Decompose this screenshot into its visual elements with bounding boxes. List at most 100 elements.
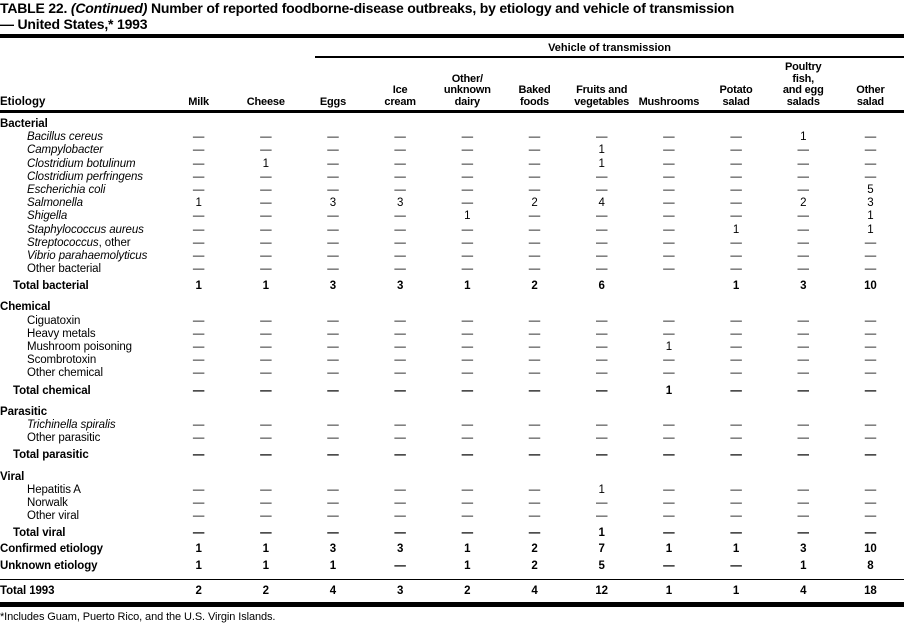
value-cell: — xyxy=(730,418,742,431)
value-cell: — xyxy=(192,249,205,262)
value-cell: — xyxy=(663,367,675,380)
value-cell: — xyxy=(663,170,675,183)
value-cell: — xyxy=(327,449,339,462)
value-cell: — xyxy=(394,249,406,262)
value-cell: 4 xyxy=(329,584,337,597)
value-cell: — xyxy=(663,510,675,523)
value-cell: 1 xyxy=(195,543,202,556)
value-cell: — xyxy=(327,496,339,509)
header-cheese: Cheese xyxy=(246,95,285,108)
value-cell xyxy=(635,280,702,293)
table-row: Streptococcus, other — — — — — — — — — — — xyxy=(0,237,904,250)
value-cell: — xyxy=(394,449,406,462)
value-cell: — xyxy=(730,559,742,572)
value-cell: — xyxy=(663,210,675,223)
value-cell: — xyxy=(327,144,339,157)
value-cell: — xyxy=(730,510,742,523)
value-cell: — xyxy=(192,510,205,523)
value-cell: 3 xyxy=(800,280,807,293)
row-label: Total 1993 xyxy=(0,584,55,597)
table-row: Other viral — — — — — — — — — — — xyxy=(0,510,904,523)
value-cell: — xyxy=(461,510,474,523)
table-title-text: Number of reported foodborne-disease out… xyxy=(150,0,735,16)
value-cell: — xyxy=(797,170,810,183)
value-cell: — xyxy=(192,483,205,496)
value-cell: 1 xyxy=(665,341,672,353)
value-cell: — xyxy=(260,483,272,496)
value-cell: — xyxy=(864,144,877,157)
value-cell: — xyxy=(192,131,205,144)
value-cell: — xyxy=(797,183,810,196)
table-row: Total parasitic — — — — — — — — — — — xyxy=(0,449,904,462)
row-label: Confirmed etiology xyxy=(0,543,103,556)
value-cell: — xyxy=(192,384,205,397)
value-cell: — xyxy=(595,432,608,445)
value-cell: — xyxy=(260,183,272,196)
row-label: Norwalk xyxy=(27,496,68,509)
value-cell: — xyxy=(327,432,339,445)
value-cell: — xyxy=(260,249,272,262)
value-cell: — xyxy=(663,354,675,367)
value-cell: — xyxy=(327,131,339,144)
value-cell: — xyxy=(797,157,810,170)
value-cell: — xyxy=(595,449,608,462)
table-row: Scombrotoxin — — — — — — — — — — — xyxy=(0,354,904,367)
value-cell: — xyxy=(327,483,339,496)
row-label: Mushroom poisoning xyxy=(27,341,132,353)
value-cell: — xyxy=(797,449,810,462)
value-cell: 1 xyxy=(732,584,740,597)
header-mushrooms: Mushrooms xyxy=(638,95,700,108)
table-row: Other bacterial — — — — — — — — — — — xyxy=(0,263,904,276)
value-cell: 5 xyxy=(867,183,874,196)
value-cell: — xyxy=(864,236,877,249)
value-cell: — xyxy=(192,263,205,276)
value-cell: — xyxy=(797,236,810,249)
value-cell: — xyxy=(797,144,810,157)
value-cell: — xyxy=(864,327,877,340)
value-cell: 4 xyxy=(531,584,538,597)
value-cell: — xyxy=(327,367,339,380)
value-cell: — xyxy=(797,341,810,353)
value-cell: 1 xyxy=(867,223,874,236)
value-cell: — xyxy=(595,263,608,276)
value-cell: — xyxy=(595,367,608,380)
value-cell: — xyxy=(730,263,742,276)
value-cell: — xyxy=(260,197,272,210)
value-cell: — xyxy=(327,354,339,367)
value-cell: — xyxy=(327,263,339,276)
value-cell: — xyxy=(260,144,272,157)
value-cell: — xyxy=(394,327,406,340)
row-label: Hepatitis A xyxy=(27,483,81,496)
header-ice-cream: Ice cream xyxy=(384,84,416,108)
value-cell: 1 xyxy=(598,483,605,496)
value-cell: — xyxy=(327,510,339,523)
value-cell: — xyxy=(595,314,608,327)
table-row: Other chemical — — — — — — — — — — — xyxy=(0,367,904,380)
table-row: Confirmed etiology 1 1 3 3 1 2 7 1 1 3 10 xyxy=(0,543,904,556)
value-cell: — xyxy=(730,210,742,223)
value-cell: — xyxy=(797,483,810,496)
value-cell: — xyxy=(461,483,474,496)
table-row: Mushroom poisoning — — — — — — — 1 — — — xyxy=(0,341,904,354)
value-cell: — xyxy=(394,263,406,276)
value-cell: — xyxy=(797,263,810,276)
value-cell: — xyxy=(528,170,541,183)
value-cell: — xyxy=(595,327,608,340)
row-label: Clostridium perfringens xyxy=(27,170,143,183)
value-cell: — xyxy=(595,418,608,431)
value-cell: — xyxy=(797,510,810,523)
value-cell: 12 xyxy=(595,584,608,597)
table-row: Vibrio parahaemolyticus — — — — — — — — — — — xyxy=(0,250,904,263)
value-cell: — xyxy=(461,384,474,397)
value-cell: — xyxy=(461,157,474,170)
value-cell: — xyxy=(394,157,406,170)
value-cell: — xyxy=(864,384,877,397)
value-cell: — xyxy=(663,327,675,340)
table-row: Total bacterial 1 1 3 3 1 2 6 1 3 10 xyxy=(0,280,904,293)
value-cell: — xyxy=(394,131,406,144)
row-label: Other bacterial xyxy=(27,263,101,276)
value-cell: — xyxy=(394,223,406,236)
value-cell: 3 xyxy=(396,280,404,293)
value-cell: 10 xyxy=(864,543,877,556)
